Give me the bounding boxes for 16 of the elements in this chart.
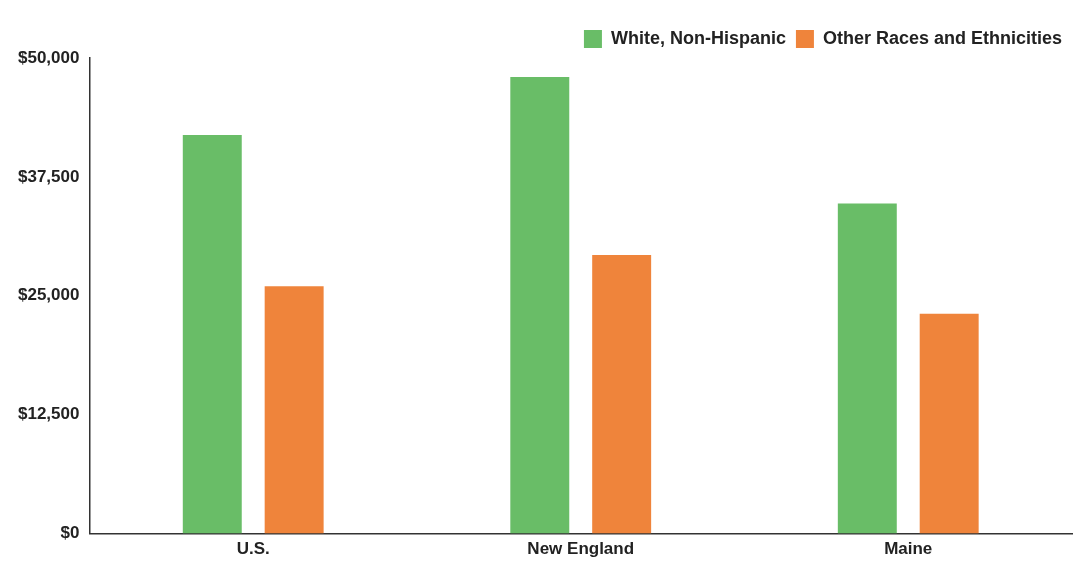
bar [510, 77, 570, 534]
x-tick-label: Maine [884, 539, 933, 559]
legend-label: Other Races and Ethnicities [822, 27, 1063, 48]
bar [837, 203, 897, 534]
bar [592, 254, 652, 534]
bar [919, 313, 979, 534]
bar [264, 286, 324, 534]
y-tick-label: $25,000 [18, 285, 80, 305]
y-tick-label: $50,000 [18, 47, 80, 67]
x-tick-label: New England [527, 539, 635, 559]
legend-label: White, Non-Hispanic [610, 27, 786, 48]
x-tick-label: U.S. [236, 539, 270, 559]
bar [182, 135, 242, 534]
y-tick-label: $12,500 [18, 404, 80, 424]
y-tick-label: $37,500 [18, 166, 80, 186]
y-tick-label: $0 [60, 523, 80, 543]
